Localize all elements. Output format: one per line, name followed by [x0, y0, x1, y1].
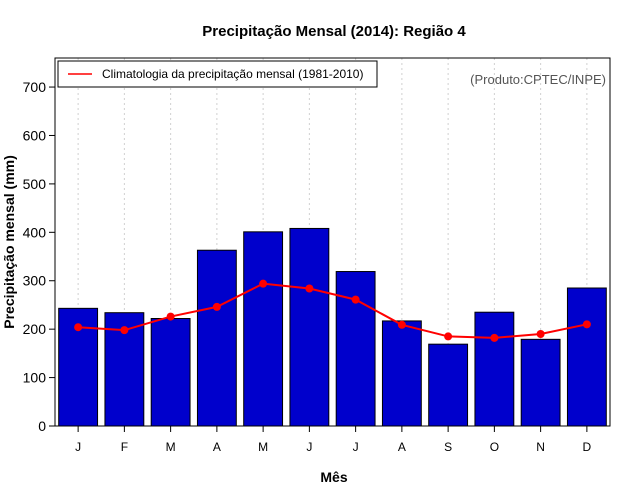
bar-5 — [243, 231, 284, 427]
bar-7 — [335, 271, 376, 427]
legend: Climatologia da precipitação mensal (198… — [57, 60, 378, 88]
x-tick-label: S — [444, 440, 452, 454]
x-tick-label: F — [121, 440, 128, 454]
bar-4 — [196, 249, 237, 427]
source-annotation: (Produto:CPTEC/INPE) — [470, 72, 606, 87]
x-tick-label: M — [166, 440, 176, 454]
y-tick-label: 300 — [23, 273, 47, 289]
climatology-point-6 — [305, 284, 314, 293]
y-tick-label: 0 — [38, 418, 46, 434]
climatology-point-8 — [397, 320, 406, 329]
x-tick-label: D — [583, 440, 592, 454]
y-tick-label: 100 — [23, 370, 47, 386]
climatology-point-12 — [582, 320, 591, 329]
climatology-polyline — [78, 282, 588, 339]
x-tick-label: A — [213, 440, 221, 454]
climatology-line — [74, 279, 591, 342]
legend-box — [57, 60, 378, 88]
y-axis-label: Precipitação mensal (mm) — [1, 155, 17, 329]
climatology-point-4 — [212, 302, 221, 311]
bar-8 — [381, 320, 422, 427]
x-tick-label: A — [398, 440, 406, 454]
bar-9 — [428, 343, 469, 427]
y-tick-label: 700 — [23, 79, 47, 95]
y-axis: 0 100 200 300 400 500 600 700 — [23, 79, 55, 434]
x-axis-label: Mês — [320, 469, 347, 485]
climatology-point-9 — [444, 332, 453, 341]
climatology-point-3 — [166, 312, 175, 321]
x-tick-label: J — [75, 440, 81, 454]
bar-12 — [566, 287, 607, 427]
y-tick-label: 500 — [23, 176, 47, 192]
climatology-point-10 — [490, 333, 499, 342]
climatology-point-11 — [536, 330, 545, 338]
climatology-point-2 — [120, 326, 129, 335]
bar-10 — [474, 311, 515, 427]
bars — [58, 227, 607, 427]
x-tick-label: M — [258, 440, 268, 454]
chart-title: Precipitação Mensal (2014): Região 4 — [202, 23, 466, 40]
x-tick-label: O — [490, 440, 499, 454]
x-tick-label: J — [353, 440, 359, 454]
bar-11 — [520, 338, 561, 427]
climatology-point-7 — [351, 295, 360, 304]
x-tick-label: N — [536, 440, 545, 454]
bar-3 — [150, 318, 191, 427]
x-tick-label: J — [306, 440, 312, 454]
legend-entry-label: Climatologia da precipitação mensal (198… — [102, 67, 363, 81]
plot-frame — [54, 57, 611, 427]
climatology-point-5 — [259, 279, 268, 288]
y-tick-label: 600 — [23, 127, 47, 143]
y-tick-label: 400 — [23, 224, 47, 240]
climatology-point-1 — [74, 323, 83, 332]
bar-6 — [289, 227, 330, 427]
y-tick-label: 200 — [23, 321, 47, 337]
